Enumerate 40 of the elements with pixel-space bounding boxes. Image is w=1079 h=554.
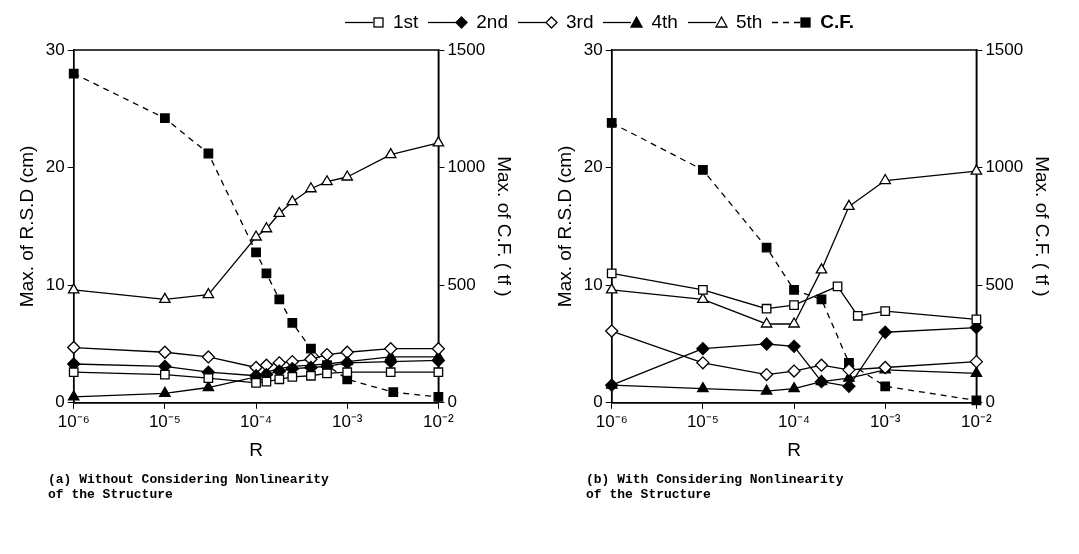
y2-tick-label: 1000: [985, 157, 1024, 177]
y-tick-label: 10: [583, 274, 603, 294]
y-tick-label: 0: [55, 392, 65, 412]
y2-tick-label: 1500: [985, 39, 1024, 59]
legend-label: 4th: [651, 11, 678, 33]
y2-tick-label: 0: [447, 392, 457, 412]
x-tick-label: 10⁻³: [331, 411, 363, 431]
y-tick-label: 20: [45, 157, 65, 177]
legend-label: 2nd: [476, 11, 508, 33]
x-tick-label: 10⁻⁵: [148, 411, 181, 431]
y2-axis-title: Max. of C.F. ( tf ): [1032, 156, 1054, 297]
x-axis-title: R: [787, 438, 801, 460]
text: (a) Without Considering Nonlinearity of the Structure: [48, 472, 330, 502]
legend-label: 1st: [392, 11, 419, 33]
y-tick-label: 0: [593, 392, 603, 412]
x-tick-label: 10⁻²: [423, 411, 454, 431]
y2-tick-label: 0: [985, 392, 995, 412]
y2-tick-label: 500: [985, 274, 1014, 294]
y-tick-label: 10: [45, 274, 65, 294]
y2-tick-label: 500: [447, 274, 476, 294]
y-tick-label: 20: [583, 157, 603, 177]
x-tick-label: 10⁻⁶: [57, 411, 90, 431]
x-tick-label: 10⁻⁴: [777, 411, 811, 431]
y2-tick-label: 1500: [447, 39, 486, 59]
x-tick-label: 10⁻²: [961, 411, 992, 431]
y-axis-title: Max. of R.S.D (cm): [15, 145, 37, 308]
y2-tick-label: 1000: [447, 157, 486, 177]
y-tick-label: 30: [583, 39, 603, 59]
legend-label: 5th: [735, 11, 763, 33]
legend-label: C.F.: [820, 11, 855, 33]
text: (b) With Considering Nonlinearity of the Structure: [586, 472, 845, 502]
x-tick-label: 10⁻⁴: [239, 411, 273, 431]
x-tick-label: 10⁻⁵: [686, 411, 719, 431]
x-tick-label: 10⁻³: [869, 411, 901, 431]
y-tick-label: 30: [45, 39, 65, 59]
x-axis-title: R: [249, 438, 263, 460]
y-axis-title: Max. of R.S.D (cm): [553, 145, 575, 308]
x-tick-label: 10⁻⁶: [595, 411, 628, 431]
y2-axis-title: Max. of C.F. ( tf ): [494, 156, 516, 297]
legend-label: 3rd: [565, 11, 594, 33]
